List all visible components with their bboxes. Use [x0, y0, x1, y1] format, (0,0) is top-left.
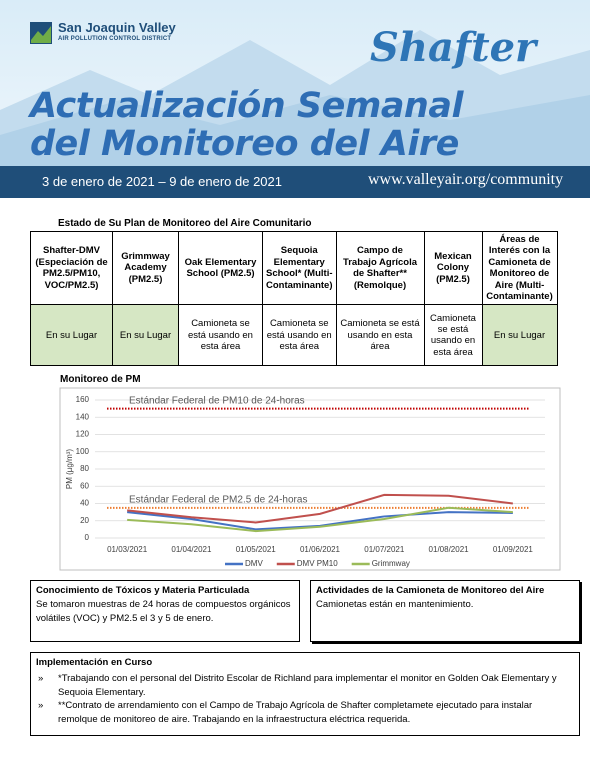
page: San Joaquin Valley AIR POLLUTION CONTROL… — [0, 0, 590, 773]
y-tick-label: 60 — [80, 481, 89, 490]
y-tick-label: 140 — [76, 412, 90, 421]
implementation-box: Implementación en Curso *Trabajando con e… — [30, 652, 580, 736]
header-cell: Sequoia Elementary School* (Multi-Contam… — [263, 232, 337, 305]
reference-label: Estándar Federal de PM10 de 24-horas — [129, 395, 305, 406]
x-tick-label: 01/05/2021 — [236, 545, 277, 554]
status-table: Shafter-DMV (Especiación de PM2.5/PM10, … — [30, 231, 558, 366]
box-text: Se tomaron muestras de 24 horas de compu… — [36, 599, 291, 624]
info-box: Actividades de la Camioneta de Monitoreo… — [310, 580, 580, 642]
header-cell: Áreas de Interés con la Camioneta de Mon… — [482, 232, 557, 305]
header-row: Shafter-DMV (Especiación de PM2.5/PM10, … — [31, 232, 558, 305]
header-cell: Mexican Colony (PM2.5) — [424, 232, 482, 305]
y-axis-label: PM (µg/m³) — [65, 449, 74, 489]
table-title: Estado de Su Plan de Monitoreo del Aire … — [58, 218, 312, 229]
page-title: Actualización Semanal — [30, 86, 463, 126]
status-cell: Camioneta se está usando en esta área — [336, 305, 424, 366]
y-tick-label: 160 — [76, 395, 90, 404]
header-cell: Grimmway Academy (PM2.5) — [113, 232, 179, 305]
box-text: Camionetas están en mantenimiento. — [316, 599, 473, 610]
location: Shafter — [370, 24, 536, 71]
status-cell: Camioneta se está usando en esta área — [179, 305, 263, 366]
header-cell: Shafter-DMV (Especiación de PM2.5/PM10, … — [31, 232, 113, 305]
x-tick-label: 01/07/2021 — [364, 545, 405, 554]
x-tick-label: 01/09/2021 — [493, 545, 534, 554]
y-tick-label: 80 — [80, 464, 89, 473]
status-cell: En su Lugar — [482, 305, 557, 366]
date-range: 3 de enero de 2021 – 9 de enero de 2021 — [42, 174, 282, 189]
y-tick-label: 40 — [80, 499, 89, 508]
legend-label: Grimmway — [372, 559, 410, 568]
list-item: **Contrato de arrendamiento con el Campo… — [36, 699, 574, 727]
legend-label: DMV PM10 — [297, 559, 338, 568]
y-tick-label: 0 — [85, 533, 90, 542]
status-cell: En su Lugar — [113, 305, 179, 366]
legend-label: DMV — [245, 559, 263, 568]
box-title: Conocimiento de Tóxicos y Materia Partic… — [36, 584, 294, 598]
url: www.valleyair.org/community — [368, 171, 563, 189]
org-subtitle: AIR POLLUTION CONTROL DISTRICT — [58, 36, 171, 42]
header-cell: Campo de Trabajo Agrícola de Shafter** (… — [336, 232, 424, 305]
info-box: Conocimiento de Tóxicos y Materia Partic… — [30, 580, 300, 642]
org-name: San Joaquin Valley — [58, 20, 176, 35]
x-tick-label: 01/08/2021 — [429, 545, 470, 554]
y-tick-label: 120 — [76, 430, 90, 439]
x-tick-label: 01/03/2021 — [107, 545, 148, 554]
y-tick-label: 20 — [80, 516, 89, 525]
chart: 0 20 40 60 80 100 120 140 160 PM (µg/m³) 01/03/202… — [55, 383, 565, 575]
y-tick-label: 100 — [76, 447, 90, 456]
header-cell: Oak Elementary School (PM2.5) — [179, 232, 263, 305]
page-title: del Monitoreo del Aire — [30, 124, 459, 164]
box-title: Actividades de la Camioneta de Monitoreo… — [316, 584, 574, 598]
x-tick-label: 01/06/2021 — [300, 545, 341, 554]
status-cell: Camioneta se está usando en esta área — [424, 305, 482, 366]
x-tick-label: 01/04/2021 — [171, 545, 212, 554]
reference-label: Estándar Federal de PM2.5 de 24-horas — [129, 494, 307, 505]
list-item: *Trabajando con el personal del Distrito… — [36, 672, 574, 700]
box-title: Implementación en Curso — [36, 656, 574, 670]
status-cell: En su Lugar — [31, 305, 113, 366]
status-cell: Camioneta se está usando en esta área — [263, 305, 337, 366]
